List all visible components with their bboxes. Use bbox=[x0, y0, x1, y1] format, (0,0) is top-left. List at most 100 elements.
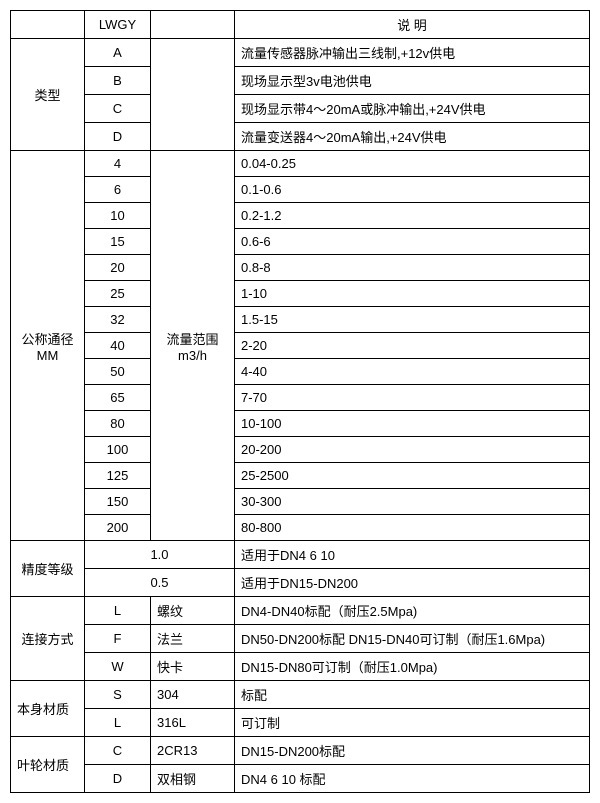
type-desc: 现场显示型3v电池供电 bbox=[235, 67, 590, 95]
body-desc: 可订制 bbox=[235, 709, 590, 737]
dn-desc: 10-100 bbox=[235, 411, 590, 437]
dn-row: 125 25-2500 bbox=[11, 463, 590, 489]
conn-desc: DN15-DN80可订制（耐压1.0Mpa) bbox=[235, 653, 590, 681]
type-desc: 现场显示带4～20mA或脉冲输出,+24V供电 bbox=[235, 95, 590, 123]
conn-desc: DN50-DN200标配 DN15-DN40可订制（耐压1.6Mpa) bbox=[235, 625, 590, 653]
dn-desc: 25-2500 bbox=[235, 463, 590, 489]
type-row: D 流量变送器4～20mA输出,+24V供电 bbox=[11, 123, 590, 151]
conn-code: L bbox=[85, 597, 151, 625]
type-desc: 流量变送器4～20mA输出,+24V供电 bbox=[235, 123, 590, 151]
body-name: 316L bbox=[151, 709, 235, 737]
impeller-name: 2CR13 bbox=[151, 737, 235, 765]
dn-code: 10 bbox=[85, 203, 151, 229]
dn-row: 80 10-100 bbox=[11, 411, 590, 437]
dn-row: 10 0.2-1.2 bbox=[11, 203, 590, 229]
dn-row: 25 1-10 bbox=[11, 281, 590, 307]
dn-desc: 20-200 bbox=[235, 437, 590, 463]
dn-code: 80 bbox=[85, 411, 151, 437]
dn-desc: 1.5-15 bbox=[235, 307, 590, 333]
dn-desc: 1-10 bbox=[235, 281, 590, 307]
hdr-blank bbox=[11, 11, 85, 39]
conn-name: 螺纹 bbox=[151, 597, 235, 625]
conn-name: 法兰 bbox=[151, 625, 235, 653]
body-desc: 标配 bbox=[235, 681, 590, 709]
dn-code: 6 bbox=[85, 177, 151, 203]
body-name: 304 bbox=[151, 681, 235, 709]
dn-code: 150 bbox=[85, 489, 151, 515]
impeller-label: 叶轮材质 bbox=[11, 737, 85, 793]
spec-table: LWGY 说 明 类型 A 流量传感器脉冲输出三线制,+12v供电 B 现场显示… bbox=[10, 10, 590, 793]
type-row: 类型 A 流量传感器脉冲输出三线制,+12v供电 bbox=[11, 39, 590, 67]
dn-row: 150 30-300 bbox=[11, 489, 590, 515]
dn-desc: 2-20 bbox=[235, 333, 590, 359]
dn-row: 20080-800 bbox=[11, 515, 590, 541]
impeller-row: 叶轮材质 C 2CR13 DN15-DN200标配 bbox=[11, 737, 590, 765]
conn-desc: DN4-DN40标配（耐压2.5Mpa) bbox=[235, 597, 590, 625]
hdr-blank2 bbox=[151, 11, 235, 39]
type-code: B bbox=[85, 67, 151, 95]
impeller-desc: DN15-DN200标配 bbox=[235, 737, 590, 765]
dn-range-line2: m3/h bbox=[157, 348, 228, 363]
dn-desc: 0.04-0.25 bbox=[235, 151, 590, 177]
dn-range-line1: 流量范围 bbox=[157, 329, 228, 348]
header-row: LWGY 说 明 bbox=[11, 11, 590, 39]
conn-code: W bbox=[85, 653, 151, 681]
type-code: C bbox=[85, 95, 151, 123]
body-code: S bbox=[85, 681, 151, 709]
dn-row: 657-70 bbox=[11, 385, 590, 411]
dn-code: 50 bbox=[85, 359, 151, 385]
accuracy-desc: 适用于DN4 6 10 bbox=[235, 541, 590, 569]
type-code: D bbox=[85, 123, 151, 151]
body-label: 本身材质 bbox=[11, 681, 85, 737]
type-desc: 流量传感器脉冲输出三线制,+12v供电 bbox=[235, 39, 590, 67]
dn-desc: 0.2-1.2 bbox=[235, 203, 590, 229]
type-row: B 现场显示型3v电池供电 bbox=[11, 67, 590, 95]
dn-code: 32 bbox=[85, 307, 151, 333]
body-code: L bbox=[85, 709, 151, 737]
dn-row: 6 0.1-0.6 bbox=[11, 177, 590, 203]
dn-range-label: 流量范围 m3/h bbox=[151, 151, 235, 541]
conn-label: 连接方式 bbox=[11, 597, 85, 681]
dn-row: 20 0.8-8 bbox=[11, 255, 590, 281]
dn-desc: 0.8-8 bbox=[235, 255, 590, 281]
type-blank bbox=[151, 39, 235, 151]
impeller-row: D 双相钢 DN4 6 10 标配 bbox=[11, 765, 590, 793]
conn-row: F 法兰 DN50-DN200标配 DN15-DN40可订制（耐压1.6Mpa) bbox=[11, 625, 590, 653]
body-row: 本身材质 S 304 标配 bbox=[11, 681, 590, 709]
dn-desc: 7-70 bbox=[235, 385, 590, 411]
dn-row: 50 4-40 bbox=[11, 359, 590, 385]
type-code: A bbox=[85, 39, 151, 67]
dn-row: 公称通径 MM 4 流量范围 m3/h 0.04-0.25 bbox=[11, 151, 590, 177]
dn-code: 4 bbox=[85, 151, 151, 177]
accuracy-desc: 适用于DN15-DN200 bbox=[235, 569, 590, 597]
dn-code: 15 bbox=[85, 229, 151, 255]
impeller-name: 双相钢 bbox=[151, 765, 235, 793]
accuracy-label: 精度等级 bbox=[11, 541, 85, 597]
dn-code: 25 bbox=[85, 281, 151, 307]
impeller-desc: DN4 6 10 标配 bbox=[235, 765, 590, 793]
hdr-desc: 说 明 bbox=[235, 11, 590, 39]
dn-desc: 0.6-6 bbox=[235, 229, 590, 255]
dn-code: 200 bbox=[85, 515, 151, 541]
dn-label-line2: MM bbox=[17, 348, 78, 363]
dn-code: 20 bbox=[85, 255, 151, 281]
dn-row: 32 1.5-15 bbox=[11, 307, 590, 333]
dn-label-line1: 公称通径 bbox=[17, 329, 78, 348]
impeller-code: C bbox=[85, 737, 151, 765]
dn-row: 402-20 bbox=[11, 333, 590, 359]
dn-code: 100 bbox=[85, 437, 151, 463]
dn-code: 125 bbox=[85, 463, 151, 489]
dn-row: 15 0.6-6 bbox=[11, 229, 590, 255]
accuracy-row: 0.5 适用于DN15-DN200 bbox=[11, 569, 590, 597]
dn-desc: 0.1-0.6 bbox=[235, 177, 590, 203]
accuracy-val: 0.5 bbox=[85, 569, 235, 597]
body-row: L 316L 可订制 bbox=[11, 709, 590, 737]
dn-desc: 30-300 bbox=[235, 489, 590, 515]
dn-label: 公称通径 MM bbox=[11, 151, 85, 541]
type-row: C 现场显示带4～20mA或脉冲输出,+24V供电 bbox=[11, 95, 590, 123]
accuracy-val: 1.0 bbox=[85, 541, 235, 569]
dn-row: 100 20-200 bbox=[11, 437, 590, 463]
dn-desc: 4-40 bbox=[235, 359, 590, 385]
hdr-lwgy: LWGY bbox=[85, 11, 151, 39]
conn-name: 快卡 bbox=[151, 653, 235, 681]
